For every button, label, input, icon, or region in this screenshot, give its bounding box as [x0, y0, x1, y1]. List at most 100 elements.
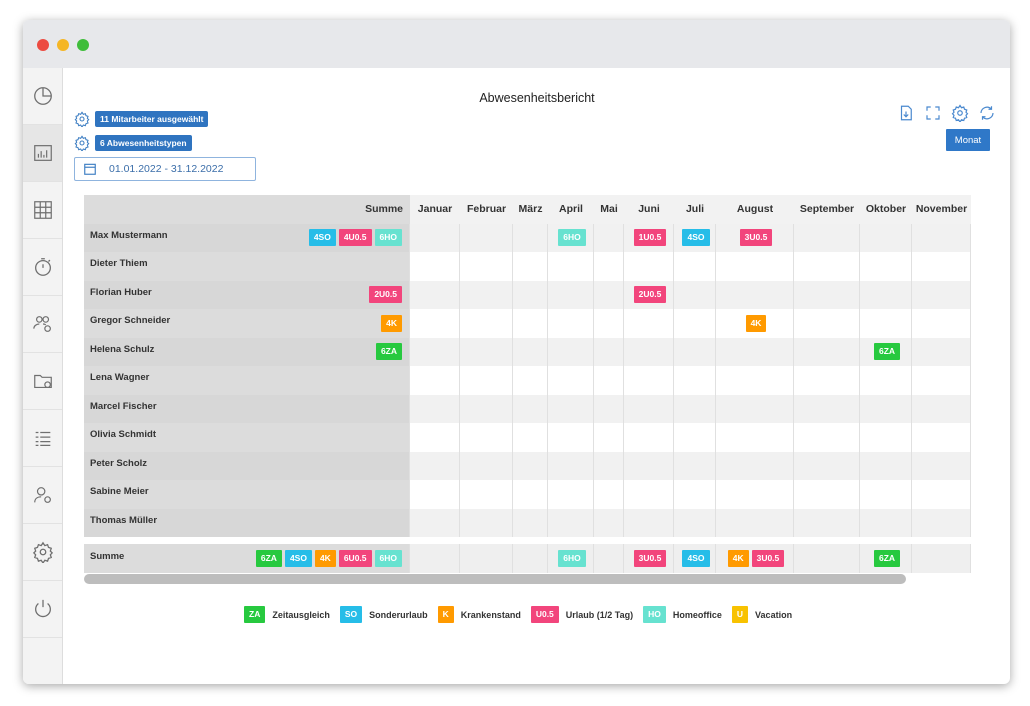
legend-item: U0.5 Urlaub (1/2 Tag) — [530, 606, 633, 623]
calendar-grid-icon — [33, 201, 52, 219]
month-cell — [460, 451, 513, 480]
employee-name: Peter Scholz — [90, 457, 148, 469]
month-cell: 3U0.5 — [716, 223, 794, 252]
settings-gear-icon[interactable] — [951, 104, 969, 122]
table-row: Gregor Schneider 4K 4K — [84, 309, 971, 338]
sidebar-item-dashboard[interactable] — [23, 68, 62, 125]
month-cell — [513, 508, 548, 537]
legend-label: Zeitausgleich — [272, 609, 330, 620]
name-cell: Helena Schulz — [84, 337, 231, 366]
month-view-button[interactable]: Monat — [946, 129, 990, 151]
sum-cell — [231, 480, 410, 509]
month-column-header: März — [513, 195, 548, 224]
absence-types-chip[interactable]: 6 Abwesenheitstypen — [95, 135, 192, 151]
sidebar-item-logout[interactable] — [23, 581, 62, 638]
absence-badge: 4SO — [308, 229, 336, 247]
maximize-window-button[interactable] — [77, 39, 89, 51]
table-row: Dieter Thiem — [84, 252, 971, 281]
month-cell — [860, 252, 912, 281]
sidebar-item-groups[interactable] — [23, 296, 62, 353]
fullscreen-icon[interactable] — [924, 104, 942, 122]
absence-badge: 3U0.5 — [751, 549, 785, 567]
month-cell — [912, 223, 971, 252]
legend-label: Sonderurlaub — [369, 609, 428, 620]
month-cell — [594, 366, 624, 395]
month-cell — [548, 252, 594, 281]
power-icon — [34, 599, 51, 618]
name-cell: Max Mustermann — [84, 223, 231, 252]
sidebar-item-time[interactable] — [23, 239, 62, 296]
absence-badge: 3U0.5 — [633, 549, 667, 567]
month-cell — [548, 480, 594, 509]
date-range-input[interactable]: 01.01.2022 - 31.12.2022 — [74, 157, 256, 181]
main-content: Abwesenheitsbericht 11 Mitarbeiter ausge… — [64, 68, 1010, 684]
table-row: Helena Schulz 6ZA 6ZA — [84, 337, 971, 366]
legend-item: K Krankenstand — [437, 606, 521, 623]
legend-label: Homeoffice — [672, 609, 722, 620]
employee-name: Olivia Schmidt — [90, 429, 156, 440]
month-column-header: Mai — [594, 195, 624, 224]
month-cell — [460, 366, 513, 395]
employees-selected-chip[interactable]: 11 Mitarbeiter ausgewählt — [95, 111, 209, 127]
month-cell — [912, 280, 971, 309]
month-cell — [594, 544, 624, 573]
month-cell — [460, 337, 513, 366]
sidebar-item-files[interactable] — [23, 353, 62, 410]
month-cell — [794, 508, 860, 537]
month-cell — [716, 280, 794, 309]
absence-badge: 4SO — [682, 229, 710, 247]
sum-cell — [231, 252, 410, 281]
month-column-header: Oktober — [860, 195, 912, 224]
sidebar-item-users[interactable] — [23, 467, 62, 524]
absence-badge: 4SO — [682, 549, 710, 567]
month-cell — [594, 480, 624, 509]
absence-badge: 6ZA — [375, 343, 402, 361]
export-document-icon[interactable] — [897, 104, 915, 122]
gear-icon[interactable] — [74, 135, 90, 151]
absence-badge: 4U0.5 — [338, 229, 372, 247]
month-cell — [594, 508, 624, 537]
user-settings-icon — [33, 487, 51, 503]
absence-badge: 2U0.5 — [633, 286, 667, 304]
sidebar-item-calendar[interactable] — [23, 182, 62, 239]
month-cell — [794, 337, 860, 366]
absence-badge: 6HO — [374, 229, 402, 247]
month-cell — [513, 480, 548, 509]
employee-filter[interactable]: 11 Mitarbeiter ausgewählt — [74, 111, 209, 127]
close-window-button[interactable] — [37, 39, 49, 51]
absence-badge: 6U0.5 — [338, 549, 372, 567]
absence-type-filter[interactable]: 6 Abwesenheitstypen — [74, 135, 192, 151]
sum-cell — [231, 366, 410, 395]
month-cell — [860, 223, 912, 252]
minimize-window-button[interactable] — [57, 39, 69, 51]
month-cell — [860, 451, 912, 480]
month-cell — [716, 508, 794, 537]
sidebar-item-settings[interactable] — [23, 524, 62, 581]
calendar-icon — [84, 163, 96, 175]
month-cell — [794, 280, 860, 309]
name-cell: Peter Scholz — [84, 451, 231, 480]
month-cell — [674, 508, 716, 537]
month-cell — [716, 394, 794, 423]
month-cell — [860, 480, 912, 509]
table-row: Max Mustermann 4SO 4U0.5 6HO 6HO 1U0.5 4SO 3U0.… — [84, 223, 971, 252]
absence-badge: 1U0.5 — [633, 229, 667, 247]
month-column-header: Januar — [410, 195, 460, 224]
month-cell — [594, 252, 624, 281]
horizontal-scrollbar[interactable] — [84, 574, 906, 584]
month-cell — [460, 480, 513, 509]
sum-cell: 4K — [231, 309, 410, 338]
refresh-icon[interactable] — [978, 104, 996, 122]
month-cell — [594, 451, 624, 480]
absence-badge: 6HO — [374, 549, 402, 567]
legend-swatch: ZA — [244, 606, 266, 623]
legend-swatch: HO — [643, 606, 666, 623]
sum-cell: 6ZA — [231, 337, 410, 366]
sidebar-item-reports[interactable] — [23, 125, 62, 182]
month-column-header: September — [794, 195, 860, 224]
sum-cell — [231, 423, 410, 452]
gear-icon[interactable] — [74, 111, 90, 127]
employee-name: Florian Huber — [90, 286, 152, 298]
month-cell — [460, 280, 513, 309]
sidebar-item-list[interactable] — [23, 410, 62, 467]
